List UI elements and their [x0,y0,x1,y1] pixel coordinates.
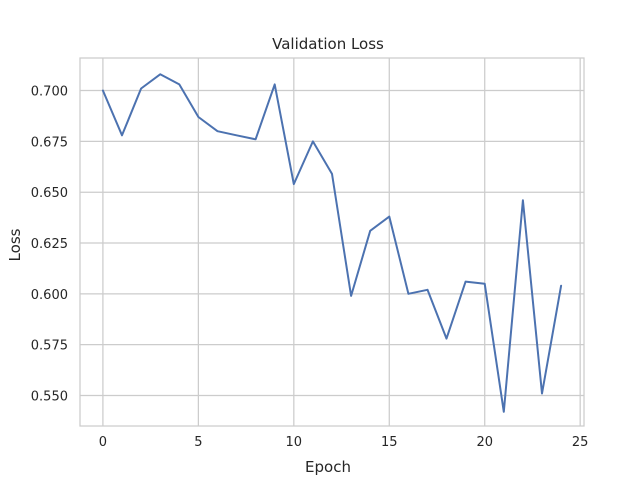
x-tick-label: 15 [381,435,398,450]
y-tick-label: 0.600 [31,288,68,303]
y-axis-ticks: 0.550 0.575 0.600 0.625 0.650 0.675 0.700 [31,85,68,405]
y-tick-label: 0.650 [31,186,68,201]
y-tick-label: 0.550 [31,390,68,405]
x-tick-label: 25 [572,435,589,450]
x-axis-ticks: 0 5 10 15 20 25 [99,435,589,450]
y-tick-label: 0.575 [31,339,68,354]
y-tick-label: 0.700 [31,85,68,100]
x-axis-title: Epoch [305,458,351,476]
plot-frame [79,57,585,427]
grid [80,58,584,426]
x-tick-label: 5 [194,435,202,450]
x-tick-label: 20 [476,435,493,450]
x-tick-label: 10 [286,435,303,450]
y-axis-title: Loss [6,228,24,261]
validation-loss-line [101,73,563,413]
y-tick-label: 0.625 [31,237,68,252]
chart-title: Validation Loss [272,35,384,53]
series-layer [101,73,563,413]
x-tick-label: 0 [99,435,107,450]
y-tick-label: 0.675 [31,135,68,150]
